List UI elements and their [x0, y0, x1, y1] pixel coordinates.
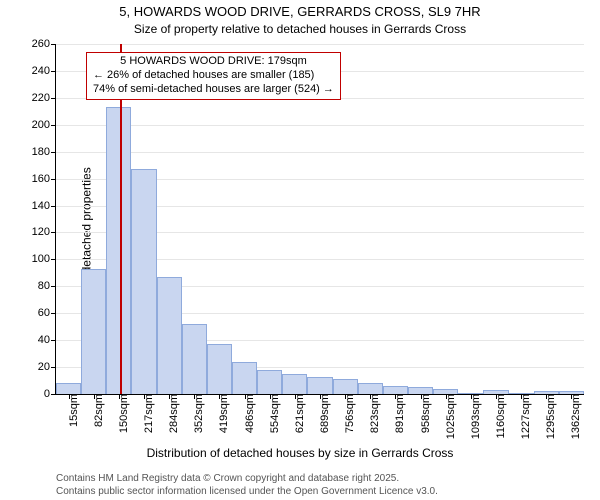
chart-subtitle: Size of property relative to detached ho…: [0, 22, 600, 36]
x-tick-label: 621sqm: [292, 394, 306, 433]
histogram-bar: [358, 383, 383, 394]
histogram-bar: [383, 386, 408, 394]
x-tick-label: 486sqm: [242, 394, 256, 433]
x-tick-label: 352sqm: [191, 394, 205, 433]
footer-copyright-1: Contains HM Land Registry data © Crown c…: [56, 473, 399, 484]
histogram-bar: [56, 383, 81, 394]
y-tick-label: 220: [32, 92, 56, 104]
x-tick-label: 689sqm: [317, 394, 331, 433]
x-tick-label: 1227sqm: [518, 394, 532, 439]
y-tick-label: 240: [32, 65, 56, 77]
y-tick-label: 20: [38, 361, 56, 373]
chart-plot-area: 02040608010012014016018020022024026015sq…: [56, 44, 584, 394]
x-tick-label: 217sqm: [141, 394, 155, 433]
annotation-box: 5 HOWARDS WOOD DRIVE: 179sqm ← 26% of de…: [86, 52, 341, 100]
x-tick-label: 1160sqm: [493, 394, 507, 438]
x-tick-label: 150sqm: [116, 394, 130, 433]
footer-copyright-2: Contains public sector information licen…: [56, 486, 438, 497]
grid-line: [56, 44, 584, 45]
histogram-bar: [81, 269, 106, 394]
histogram-bar: [333, 379, 358, 394]
y-tick-label: 100: [32, 253, 56, 265]
y-tick-label: 40: [38, 334, 56, 346]
y-tick-label: 120: [32, 226, 56, 238]
x-tick-label: 284sqm: [166, 394, 180, 433]
x-tick-label: 82sqm: [91, 394, 105, 427]
x-tick-label: 1093sqm: [468, 394, 482, 439]
x-tick-label: 823sqm: [367, 394, 381, 433]
y-tick-label: 160: [32, 173, 56, 185]
histogram-bar: [182, 324, 207, 394]
chart-title: 5, HOWARDS WOOD DRIVE, GERRARDS CROSS, S…: [0, 4, 600, 19]
y-tick-label: 200: [32, 119, 56, 131]
y-tick-label: 80: [38, 280, 56, 292]
annotation-line-2: ← 26% of detached houses are smaller (18…: [93, 69, 334, 83]
x-tick-label: 554sqm: [267, 394, 281, 433]
y-tick-label: 140: [32, 200, 56, 212]
histogram-bar: [257, 370, 282, 394]
x-tick-label: 958sqm: [418, 394, 432, 433]
x-tick-label: 756sqm: [342, 394, 356, 433]
x-tick-label: 15sqm: [66, 394, 80, 427]
y-tick-label: 60: [38, 307, 56, 319]
y-tick-label: 0: [44, 388, 56, 400]
y-tick-label: 260: [32, 38, 56, 50]
histogram-bar: [131, 169, 156, 394]
x-tick-label: 1025sqm: [443, 394, 457, 439]
y-tick-label: 180: [32, 146, 56, 158]
x-tick-label: 891sqm: [392, 394, 406, 433]
histogram-bar: [106, 107, 131, 394]
histogram-bar: [408, 387, 433, 394]
annotation-line-1: 5 HOWARDS WOOD DRIVE: 179sqm: [93, 55, 334, 69]
x-tick-label: 1295sqm: [543, 394, 557, 439]
annotation-line-3: 74% of semi-detached houses are larger (…: [93, 83, 334, 97]
grid-line: [56, 152, 584, 153]
histogram-bar: [282, 374, 307, 394]
x-tick-label: 419sqm: [216, 394, 230, 433]
grid-line: [56, 125, 584, 126]
histogram-bar: [157, 277, 182, 394]
x-tick-label: 1362sqm: [568, 394, 582, 439]
histogram-bar: [232, 362, 257, 394]
x-axis-label: Distribution of detached houses by size …: [0, 446, 600, 460]
histogram-bar: [307, 377, 332, 395]
histogram-bar: [207, 344, 232, 394]
